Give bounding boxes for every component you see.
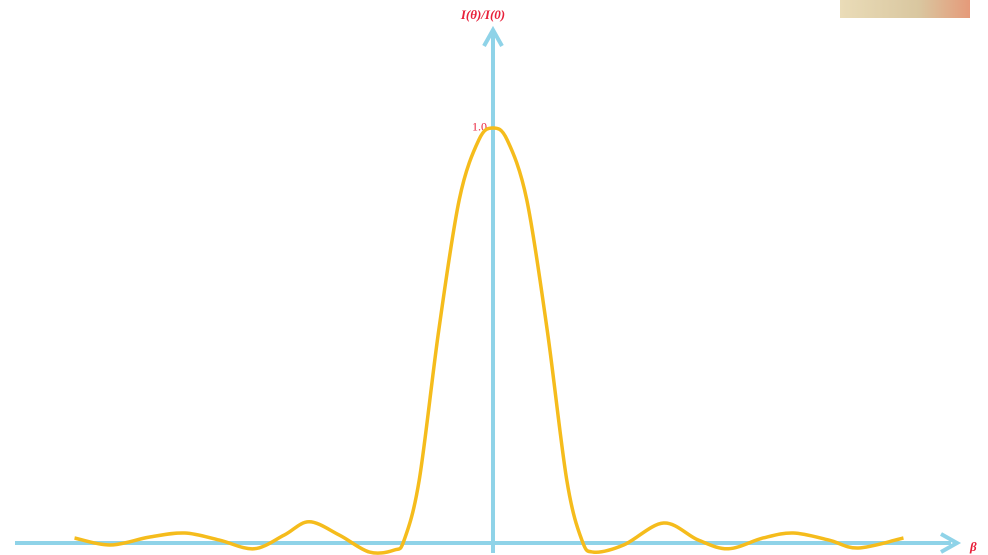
chart: 1.0 I(θ)/I(0) β xyxy=(0,0,988,555)
x-axis-label: β xyxy=(969,539,977,554)
y-axis-label: I(θ)/I(0) xyxy=(460,7,505,22)
thumbnail xyxy=(840,0,970,18)
page: {"chart_data": {"type": "line", "y_label… xyxy=(0,0,988,555)
intensity-curve xyxy=(75,128,904,553)
plot: 1.0 xyxy=(15,30,957,553)
